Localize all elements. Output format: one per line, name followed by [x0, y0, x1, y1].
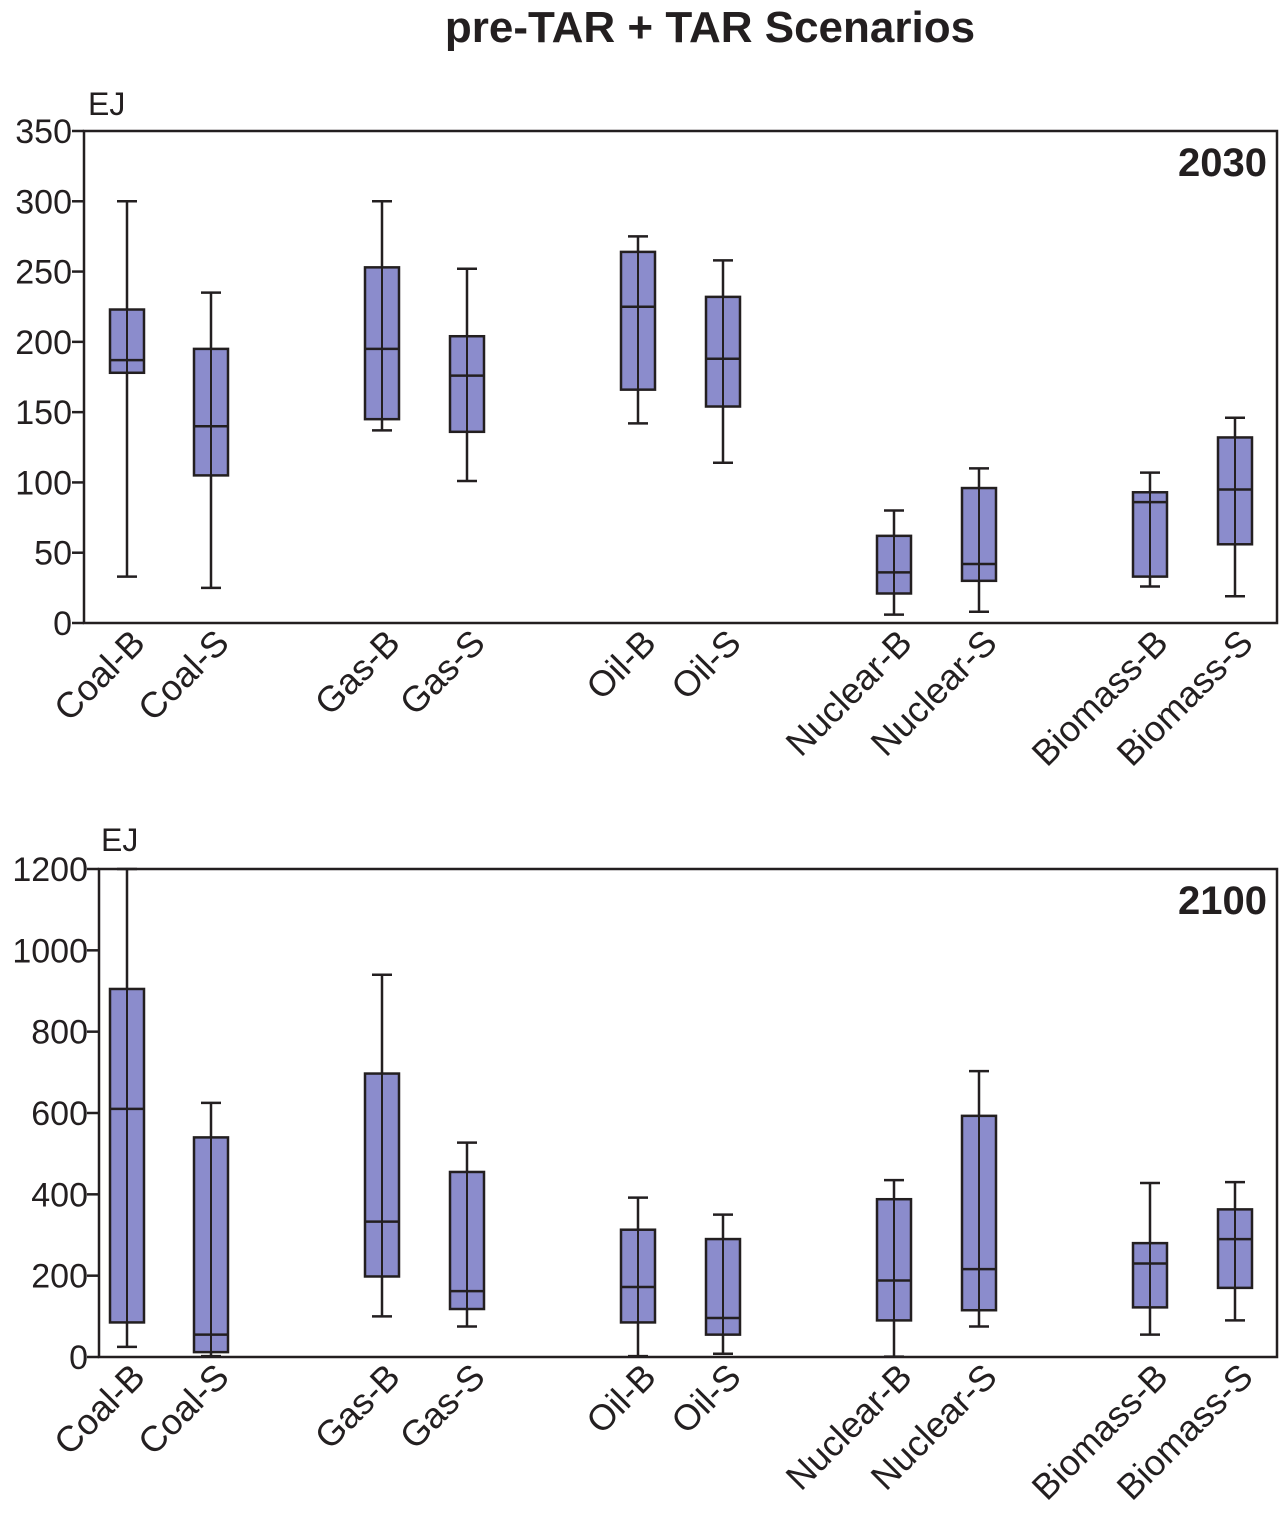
- category-label: Coal-S: [130, 1356, 237, 1463]
- y-tick-label: 250: [15, 254, 72, 292]
- y-tick-label: 400: [31, 1176, 88, 1214]
- box-gas-b: [363, 973, 401, 1318]
- box-nuclear-s: [960, 1069, 998, 1328]
- box-coal-b: [108, 200, 146, 578]
- panel-year-label: 2030: [1178, 141, 1267, 185]
- plot-frame: [97, 867, 1279, 1359]
- y-tick-label: 150: [15, 394, 72, 432]
- box-oil-b: [619, 1196, 657, 1358]
- box-coal-b: [108, 867, 146, 1349]
- box-coal-s: [192, 291, 230, 590]
- box-biomass-s: [1216, 416, 1254, 598]
- plot-frame: [82, 129, 1279, 625]
- figure-title: pre-TAR + TAR Scenarios: [444, 3, 976, 52]
- y-tick-label: 50: [34, 535, 72, 573]
- box-nuclear-b: [875, 509, 913, 616]
- y-tick-label: 1000: [12, 932, 88, 970]
- category-label: Gas-B: [307, 622, 408, 723]
- y-tick-label: 200: [31, 1258, 88, 1296]
- category-label: Oil-S: [663, 622, 749, 708]
- box-biomass-s: [1216, 1180, 1254, 1322]
- box-nuclear-s: [960, 467, 998, 614]
- y-tick-label: 350: [15, 113, 72, 151]
- category-label: Coal-S: [130, 622, 237, 729]
- box-gas-b: [363, 200, 401, 432]
- category-label: Oil-B: [578, 622, 664, 708]
- y-tick-label: 600: [31, 1095, 88, 1133]
- box-nuclear-b: [875, 1178, 913, 1358]
- category-label: Gas-B: [307, 1356, 408, 1457]
- y-axis-unit: EJ: [101, 822, 138, 858]
- y-tick-label: 100: [15, 464, 72, 502]
- category-label: Oil-S: [663, 1356, 749, 1442]
- box-oil-b: [619, 235, 657, 425]
- category-label: Oil-B: [578, 1356, 664, 1442]
- box-oil-s: [704, 259, 742, 464]
- box-biomass-b: [1131, 471, 1169, 588]
- category-label: Coal-B: [46, 1356, 153, 1463]
- box-gas-s: [448, 1141, 486, 1328]
- y-axis-unit: EJ: [88, 86, 125, 122]
- category-label: Gas-S: [392, 622, 493, 723]
- box-coal-s: [192, 1101, 230, 1358]
- y-tick-label: 300: [15, 183, 72, 221]
- y-tick-label: 0: [53, 605, 72, 643]
- category-label: Gas-S: [392, 1356, 493, 1457]
- panel-year-label: 2100: [1178, 879, 1267, 923]
- y-tick-label: 0: [69, 1339, 88, 1377]
- box-oil-s: [704, 1213, 742, 1355]
- box-gas-s: [448, 267, 486, 483]
- y-tick-label: 800: [31, 1014, 88, 1052]
- box-biomass-b: [1131, 1181, 1169, 1336]
- y-tick-label: 200: [15, 324, 72, 362]
- y-tick-label: 1200: [12, 851, 88, 889]
